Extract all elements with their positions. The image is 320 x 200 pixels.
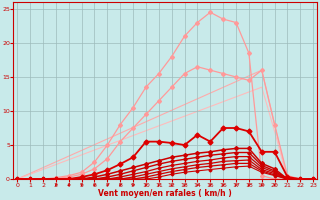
X-axis label: Vent moyen/en rafales ( km/h ): Vent moyen/en rafales ( km/h ) [98,189,232,198]
